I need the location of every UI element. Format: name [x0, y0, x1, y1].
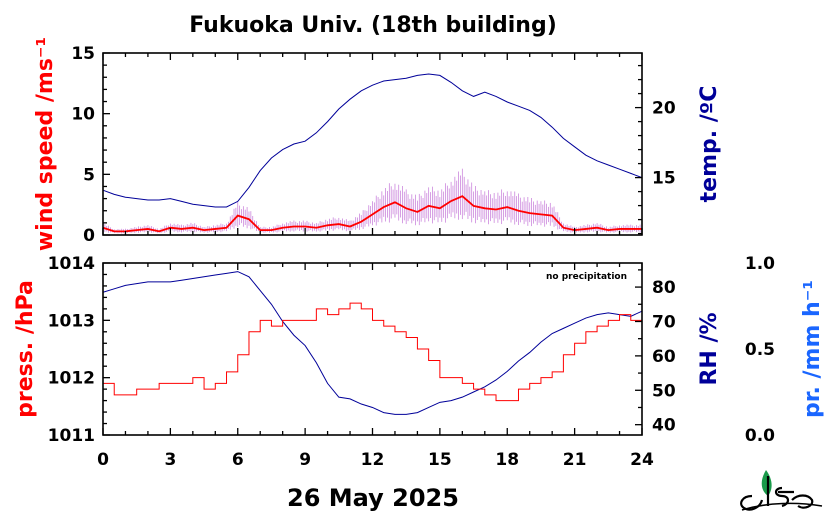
date-label: 26 May 2025 [287, 484, 459, 512]
temperature-series [102, 73, 643, 208]
x-tick-label: 6 [232, 450, 244, 470]
wind-y-tick-label: 0 [83, 226, 95, 246]
rh-y-tick-label: 60 [652, 347, 676, 367]
pressure-rh-panel: 1011 1012 1013 1014 40 50 60 70 80 no precipitat… [13, 254, 825, 446]
rh-y-tick-label: 80 [652, 278, 676, 298]
temp-y-tick-label: 20 [652, 99, 676, 119]
pressure-rh-ticks: 1011 1012 1013 1014 40 50 60 70 80 [48, 254, 676, 446]
x-tick-label: 12 [361, 450, 385, 470]
pressure-y-tick-label: 1012 [48, 369, 95, 389]
precipitation-note: no precipitation [546, 272, 627, 282]
pressure-rh-plot-frame [102, 262, 643, 436]
wind-speed-axis-label: wind speed /ms⁻¹ [33, 37, 58, 251]
x-tick-label: 24 [630, 450, 654, 470]
pressure-y-tick-label: 1014 [48, 254, 95, 274]
x-tick-label: 21 [563, 450, 587, 470]
precip-y-tick-label: 0.0 [745, 426, 775, 446]
precip-y-tick-label: 1.0 [745, 254, 775, 274]
precip-y-tick-label: 0.5 [745, 340, 775, 360]
x-tick-label: 3 [164, 450, 176, 470]
pressure-y-tick-label: 1013 [48, 311, 95, 331]
relative-humidity-series [102, 271, 643, 415]
relative-humidity-axis-label: RH /% [697, 312, 722, 385]
pressure-y-tick-label: 1011 [48, 426, 95, 446]
temperature-axis-label: temp. /ºC [697, 86, 722, 203]
pressure-series [103, 302, 642, 402]
precipitation-axis-ticks: 0.0 0.5 1.0 [745, 254, 775, 446]
x-tick-label: 15 [428, 450, 452, 470]
x-tick-label: 0 [97, 450, 109, 470]
wind-y-tick-label: 5 [83, 165, 95, 185]
pressure-axis-label: press. /hPa [13, 280, 38, 418]
precipitation-axis-label: pr. /mm h⁻¹ [800, 280, 825, 418]
x-tick-label: 18 [495, 450, 519, 470]
wind-y-tick-label: 10 [71, 105, 95, 125]
x-tick-label: 9 [299, 450, 311, 470]
ies-logo-icon [740, 470, 823, 511]
x-axis-ticks: 0 3 6 9 12 15 18 21 24 [97, 53, 654, 470]
rh-y-tick-label: 70 [652, 312, 676, 332]
temp-y-tick-label: 15 [652, 169, 676, 189]
rh-y-tick-label: 50 [652, 381, 676, 401]
wind-speed-series [102, 195, 642, 233]
wind-y-tick-label: 15 [71, 44, 95, 64]
chart-title: Fukuoka Univ. (18th building) [189, 13, 557, 38]
rh-y-tick-label: 40 [652, 416, 676, 436]
wind-temp-ticks: 0 5 10 15 15 20 [71, 44, 676, 246]
wind-temp-panel: 0 5 10 15 15 20 wind speed /ms⁻¹ temp. /ºC [33, 37, 722, 251]
